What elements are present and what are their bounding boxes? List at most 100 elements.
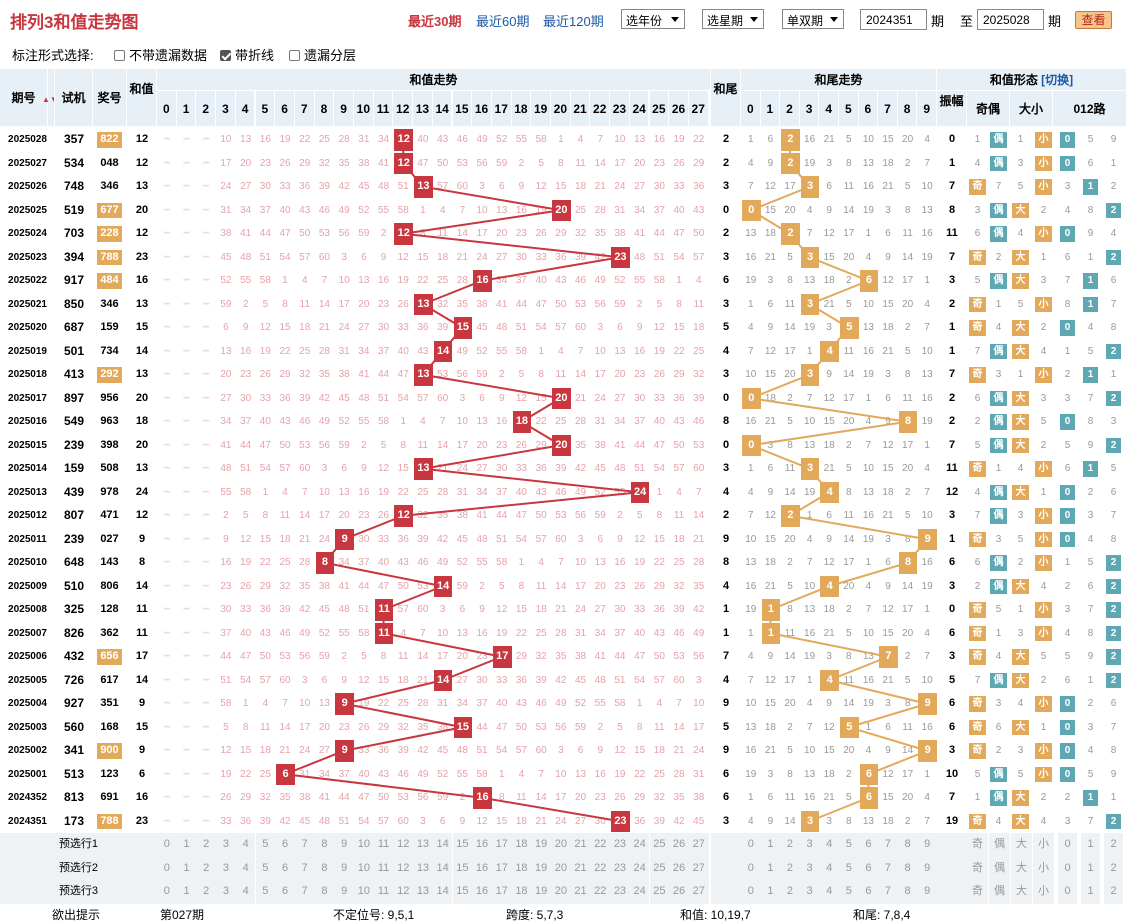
preselect-shape-cell[interactable]: 大 bbox=[1011, 856, 1032, 880]
preselect-road-cell[interactable]: 0 bbox=[1058, 880, 1077, 904]
preselect-sum-cell[interactable]: 25 bbox=[649, 856, 670, 880]
preselect-sum-cell[interactable]: 10 bbox=[354, 833, 374, 857]
preselect-sum-cell[interactable]: 21 bbox=[570, 880, 591, 904]
preselect-road-cell[interactable]: 1 bbox=[1081, 856, 1100, 880]
preselect-sum-cell[interactable]: 11 bbox=[373, 856, 394, 880]
period-60-link[interactable]: 最近60期 bbox=[476, 14, 530, 29]
preselect-tail-cell[interactable]: 1 bbox=[760, 833, 781, 857]
preselect-sum-cell[interactable]: 13 bbox=[413, 880, 433, 904]
preselect-row-label[interactable]: 预选行3 bbox=[0, 880, 157, 904]
preselect-sum-cell[interactable]: 8 bbox=[314, 833, 335, 857]
preselect-sum-cell[interactable]: 13 bbox=[413, 856, 433, 880]
preselect-sum-cell[interactable]: 22 bbox=[590, 880, 611, 904]
preselect-shape-cell[interactable]: 奇 bbox=[967, 833, 988, 857]
preselect-road-cell[interactable]: 0 bbox=[1058, 833, 1077, 857]
preselect-sum-cell[interactable]: 11 bbox=[373, 833, 394, 857]
preselect-sum-cell[interactable]: 23 bbox=[610, 880, 630, 904]
period-120-link[interactable]: 最近120期 bbox=[543, 14, 604, 29]
preselect-sum-cell[interactable]: 3 bbox=[216, 880, 236, 904]
preselect-sum-cell[interactable]: 0 bbox=[157, 856, 177, 880]
preselect-sum-cell[interactable]: 15 bbox=[452, 833, 473, 857]
preselect-sum-cell[interactable]: 1 bbox=[176, 856, 197, 880]
switch-link[interactable]: [切换] bbox=[1041, 73, 1074, 87]
preselect-shape-cell[interactable]: 奇 bbox=[967, 856, 988, 880]
preselect-tail-cell[interactable]: 1 bbox=[760, 856, 781, 880]
preselect-sum-cell[interactable]: 27 bbox=[688, 880, 709, 904]
from-issue-input[interactable]: 2024351 bbox=[860, 9, 927, 30]
preselect-sum-cell[interactable]: 15 bbox=[452, 880, 473, 904]
preselect-sum-cell[interactable]: 9 bbox=[334, 880, 354, 904]
preselect-shape-cell[interactable]: 偶 bbox=[989, 833, 1010, 857]
preselect-row-label[interactable]: 预选行1 bbox=[0, 833, 157, 857]
checkbox-icon[interactable] bbox=[289, 50, 300, 61]
preselect-sum-cell[interactable]: 26 bbox=[669, 833, 689, 857]
preselect-sum-cell[interactable]: 14 bbox=[432, 833, 453, 857]
preselect-shape-cell[interactable]: 大 bbox=[1011, 833, 1032, 857]
preselect-shape-cell[interactable]: 偶 bbox=[989, 856, 1010, 880]
preselect-tail-cell[interactable]: 3 bbox=[799, 833, 820, 857]
view-button[interactable]: 查看 bbox=[1075, 11, 1112, 29]
preselect-sum-cell[interactable]: 17 bbox=[491, 880, 512, 904]
preselect-sum-cell[interactable]: 7 bbox=[294, 833, 315, 857]
preselect-road-cell[interactable]: 2 bbox=[1104, 833, 1123, 857]
preselect-sum-cell[interactable]: 10 bbox=[354, 856, 374, 880]
preselect-sum-cell[interactable]: 17 bbox=[491, 833, 512, 857]
checkbox-icon[interactable] bbox=[114, 50, 125, 61]
preselect-sum-cell[interactable]: 22 bbox=[590, 856, 611, 880]
sort-icon[interactable]: ▲▼ bbox=[42, 95, 54, 104]
preselect-sum-cell[interactable]: 4 bbox=[235, 880, 256, 904]
preselect-tail-cell[interactable]: 4 bbox=[819, 833, 839, 857]
preselect-tail-cell[interactable]: 7 bbox=[878, 833, 898, 857]
preselect-shape-cell[interactable]: 小 bbox=[1033, 856, 1054, 880]
preselect-sum-cell[interactable]: 9 bbox=[334, 833, 354, 857]
preselect-tail-cell[interactable]: 3 bbox=[799, 880, 820, 904]
preselect-sum-cell[interactable]: 26 bbox=[669, 856, 689, 880]
preselect-sum-cell[interactable]: 5 bbox=[255, 880, 276, 904]
preselect-sum-cell[interactable]: 12 bbox=[393, 856, 414, 880]
preselect-sum-cell[interactable]: 21 bbox=[570, 833, 591, 857]
preselect-tail-cell[interactable]: 4 bbox=[819, 880, 839, 904]
issue-header-label[interactable]: 期号 bbox=[0, 69, 48, 127]
preselect-road-cell[interactable]: 2 bbox=[1104, 856, 1123, 880]
parity-select[interactable]: 单双期 bbox=[782, 9, 844, 29]
preselect-sum-cell[interactable]: 3 bbox=[216, 833, 236, 857]
preselect-sum-cell[interactable]: 20 bbox=[551, 833, 571, 857]
option-no-missing[interactable]: 不带遗漏数据 bbox=[114, 45, 207, 64]
preselect-shape-cell[interactable]: 小 bbox=[1033, 880, 1054, 904]
preselect-sum-cell[interactable]: 22 bbox=[590, 833, 611, 857]
preselect-sum-cell[interactable]: 24 bbox=[629, 880, 650, 904]
preselect-tail-cell[interactable]: 8 bbox=[897, 856, 918, 880]
preselect-sum-cell[interactable]: 23 bbox=[610, 833, 630, 857]
preselect-sum-cell[interactable]: 5 bbox=[255, 833, 276, 857]
preselect-sum-cell[interactable]: 2 bbox=[196, 880, 217, 904]
option-polyline[interactable]: 带折线 bbox=[220, 45, 274, 64]
preselect-sum-cell[interactable]: 24 bbox=[629, 833, 650, 857]
preselect-sum-cell[interactable]: 7 bbox=[294, 880, 315, 904]
preselect-tail-cell[interactable]: 6 bbox=[858, 833, 879, 857]
preselect-tail-cell[interactable]: 0 bbox=[741, 856, 761, 880]
preselect-tail-cell[interactable]: 9 bbox=[917, 856, 937, 880]
preselect-sum-cell[interactable]: 19 bbox=[531, 880, 551, 904]
preselect-tail-cell[interactable]: 0 bbox=[741, 880, 761, 904]
preselect-sum-cell[interactable]: 8 bbox=[314, 856, 335, 880]
preselect-sum-cell[interactable]: 2 bbox=[196, 856, 217, 880]
to-issue-input[interactable]: 2025028 bbox=[977, 9, 1044, 30]
preselect-shape-cell[interactable]: 奇 bbox=[967, 880, 988, 904]
preselect-sum-cell[interactable]: 14 bbox=[432, 880, 453, 904]
preselect-sum-cell[interactable]: 6 bbox=[275, 880, 295, 904]
preselect-tail-cell[interactable]: 2 bbox=[780, 856, 800, 880]
preselect-sum-cell[interactable]: 1 bbox=[176, 880, 197, 904]
preselect-sum-cell[interactable]: 14 bbox=[432, 856, 453, 880]
preselect-sum-cell[interactable]: 25 bbox=[649, 880, 670, 904]
period-30-link[interactable]: 最近30期 bbox=[408, 14, 462, 29]
preselect-sum-cell[interactable]: 9 bbox=[334, 856, 354, 880]
preselect-row-label[interactable]: 预选行2 bbox=[0, 856, 157, 880]
preselect-sum-cell[interactable]: 26 bbox=[669, 880, 689, 904]
preselect-tail-cell[interactable]: 5 bbox=[839, 833, 859, 857]
preselect-tail-cell[interactable]: 5 bbox=[839, 880, 859, 904]
preselect-sum-cell[interactable]: 0 bbox=[157, 833, 177, 857]
preselect-tail-cell[interactable]: 5 bbox=[839, 856, 859, 880]
preselect-sum-cell[interactable]: 16 bbox=[472, 856, 492, 880]
preselect-sum-cell[interactable]: 11 bbox=[373, 880, 394, 904]
preselect-sum-cell[interactable]: 18 bbox=[511, 880, 532, 904]
